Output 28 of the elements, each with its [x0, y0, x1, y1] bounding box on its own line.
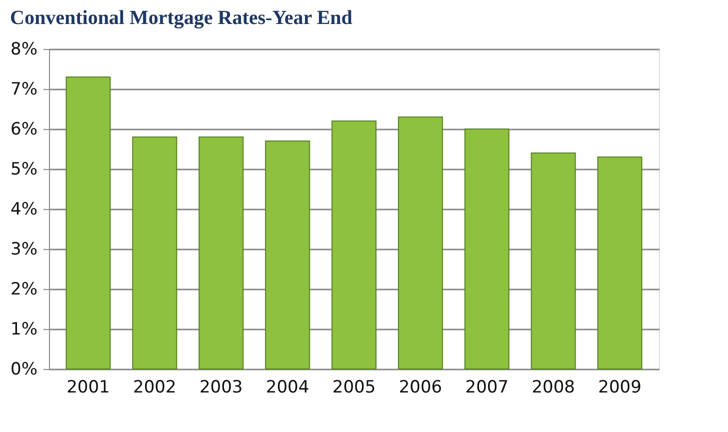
bar [132, 136, 178, 370]
bar [66, 76, 111, 370]
bar [464, 128, 510, 370]
y-tick-label: 2% [10, 280, 38, 300]
x-tick-label: 2006 [398, 378, 442, 398]
x-tick-label: 2003 [199, 378, 243, 398]
bar [198, 136, 244, 370]
x-tick-label: 2004 [266, 378, 310, 398]
x-tick-label: 2007 [465, 378, 509, 398]
y-tick-label: 4% [10, 200, 38, 220]
x-tick-label: 2009 [598, 378, 642, 398]
chart-title: Conventional Mortgage Rates-Year End [10, 7, 352, 29]
y-tick-label: 8% [10, 40, 38, 60]
y-tick-label: 0% [10, 360, 38, 380]
x-tick-label: 2002 [133, 378, 176, 398]
y-tick-label: 3% [10, 240, 38, 260]
y-tick-label: 6% [10, 120, 38, 140]
bar [332, 120, 376, 370]
bar [265, 140, 310, 370]
bar [597, 156, 642, 370]
y-tick-label: 1% [10, 320, 38, 340]
x-tick-label: 2001 [66, 378, 110, 398]
x-tick-label: 2005 [332, 378, 376, 398]
x-tick-label: 2008 [532, 378, 575, 398]
bar [398, 116, 443, 370]
bar [530, 152, 576, 370]
y-tick-label: 7% [10, 80, 38, 100]
y-tick-label: 5% [10, 160, 38, 180]
